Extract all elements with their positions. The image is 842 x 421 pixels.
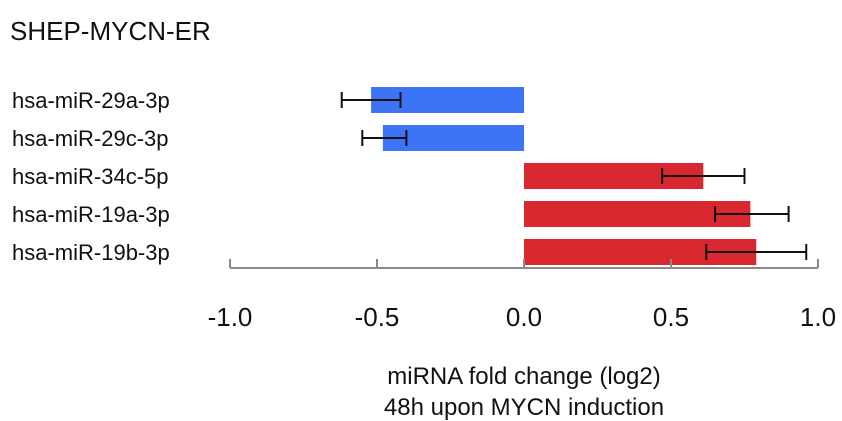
category-label: hsa-miR-19a-3p [12,202,170,227]
category-label: hsa-miR-34c-5p [12,164,169,189]
error-bar-hsa-miR-29c-3p [361,130,408,146]
error-bar-hsa-miR-19a-3p [714,206,790,222]
x-tick-label: 1.0 [800,302,836,332]
category-label: hsa-miR-29a-3p [12,88,170,113]
x-tick-label: 0.5 [653,302,689,332]
x-tick-label: 0.0 [506,302,542,332]
x-axis-label-line: miRNA fold change (log2) [387,363,660,390]
x-tick-label: -0.5 [355,302,400,332]
x-axis: -1.0 -0.5 0.0 0.5 1.0 [208,259,836,332]
error-bar-hsa-miR-29a-3p [340,92,402,108]
bar-hsa-miR-19a-3p [524,201,751,227]
x-axis-label-group: miRNA fold change (log2) 48h upon MYCN in… [384,363,664,421]
error-bar-hsa-miR-34c-5p [661,168,746,184]
chart-title: SHEP-MYCN-ER [10,16,211,46]
category-label: hsa-miR-29c-3p [12,126,169,151]
category-label: hsa-miR-19b-3p [12,240,170,265]
error-bars-group [340,92,808,260]
bars-group [371,87,757,265]
category-labels-group: hsa-miR-29a-3p hsa-miR-29c-3p hsa-miR-34c-… [12,88,170,265]
error-bar-hsa-miR-19b-3p [705,244,808,260]
x-tick-label: -1.0 [208,302,253,332]
x-axis-label-line: 48h upon MYCN induction [384,394,664,421]
